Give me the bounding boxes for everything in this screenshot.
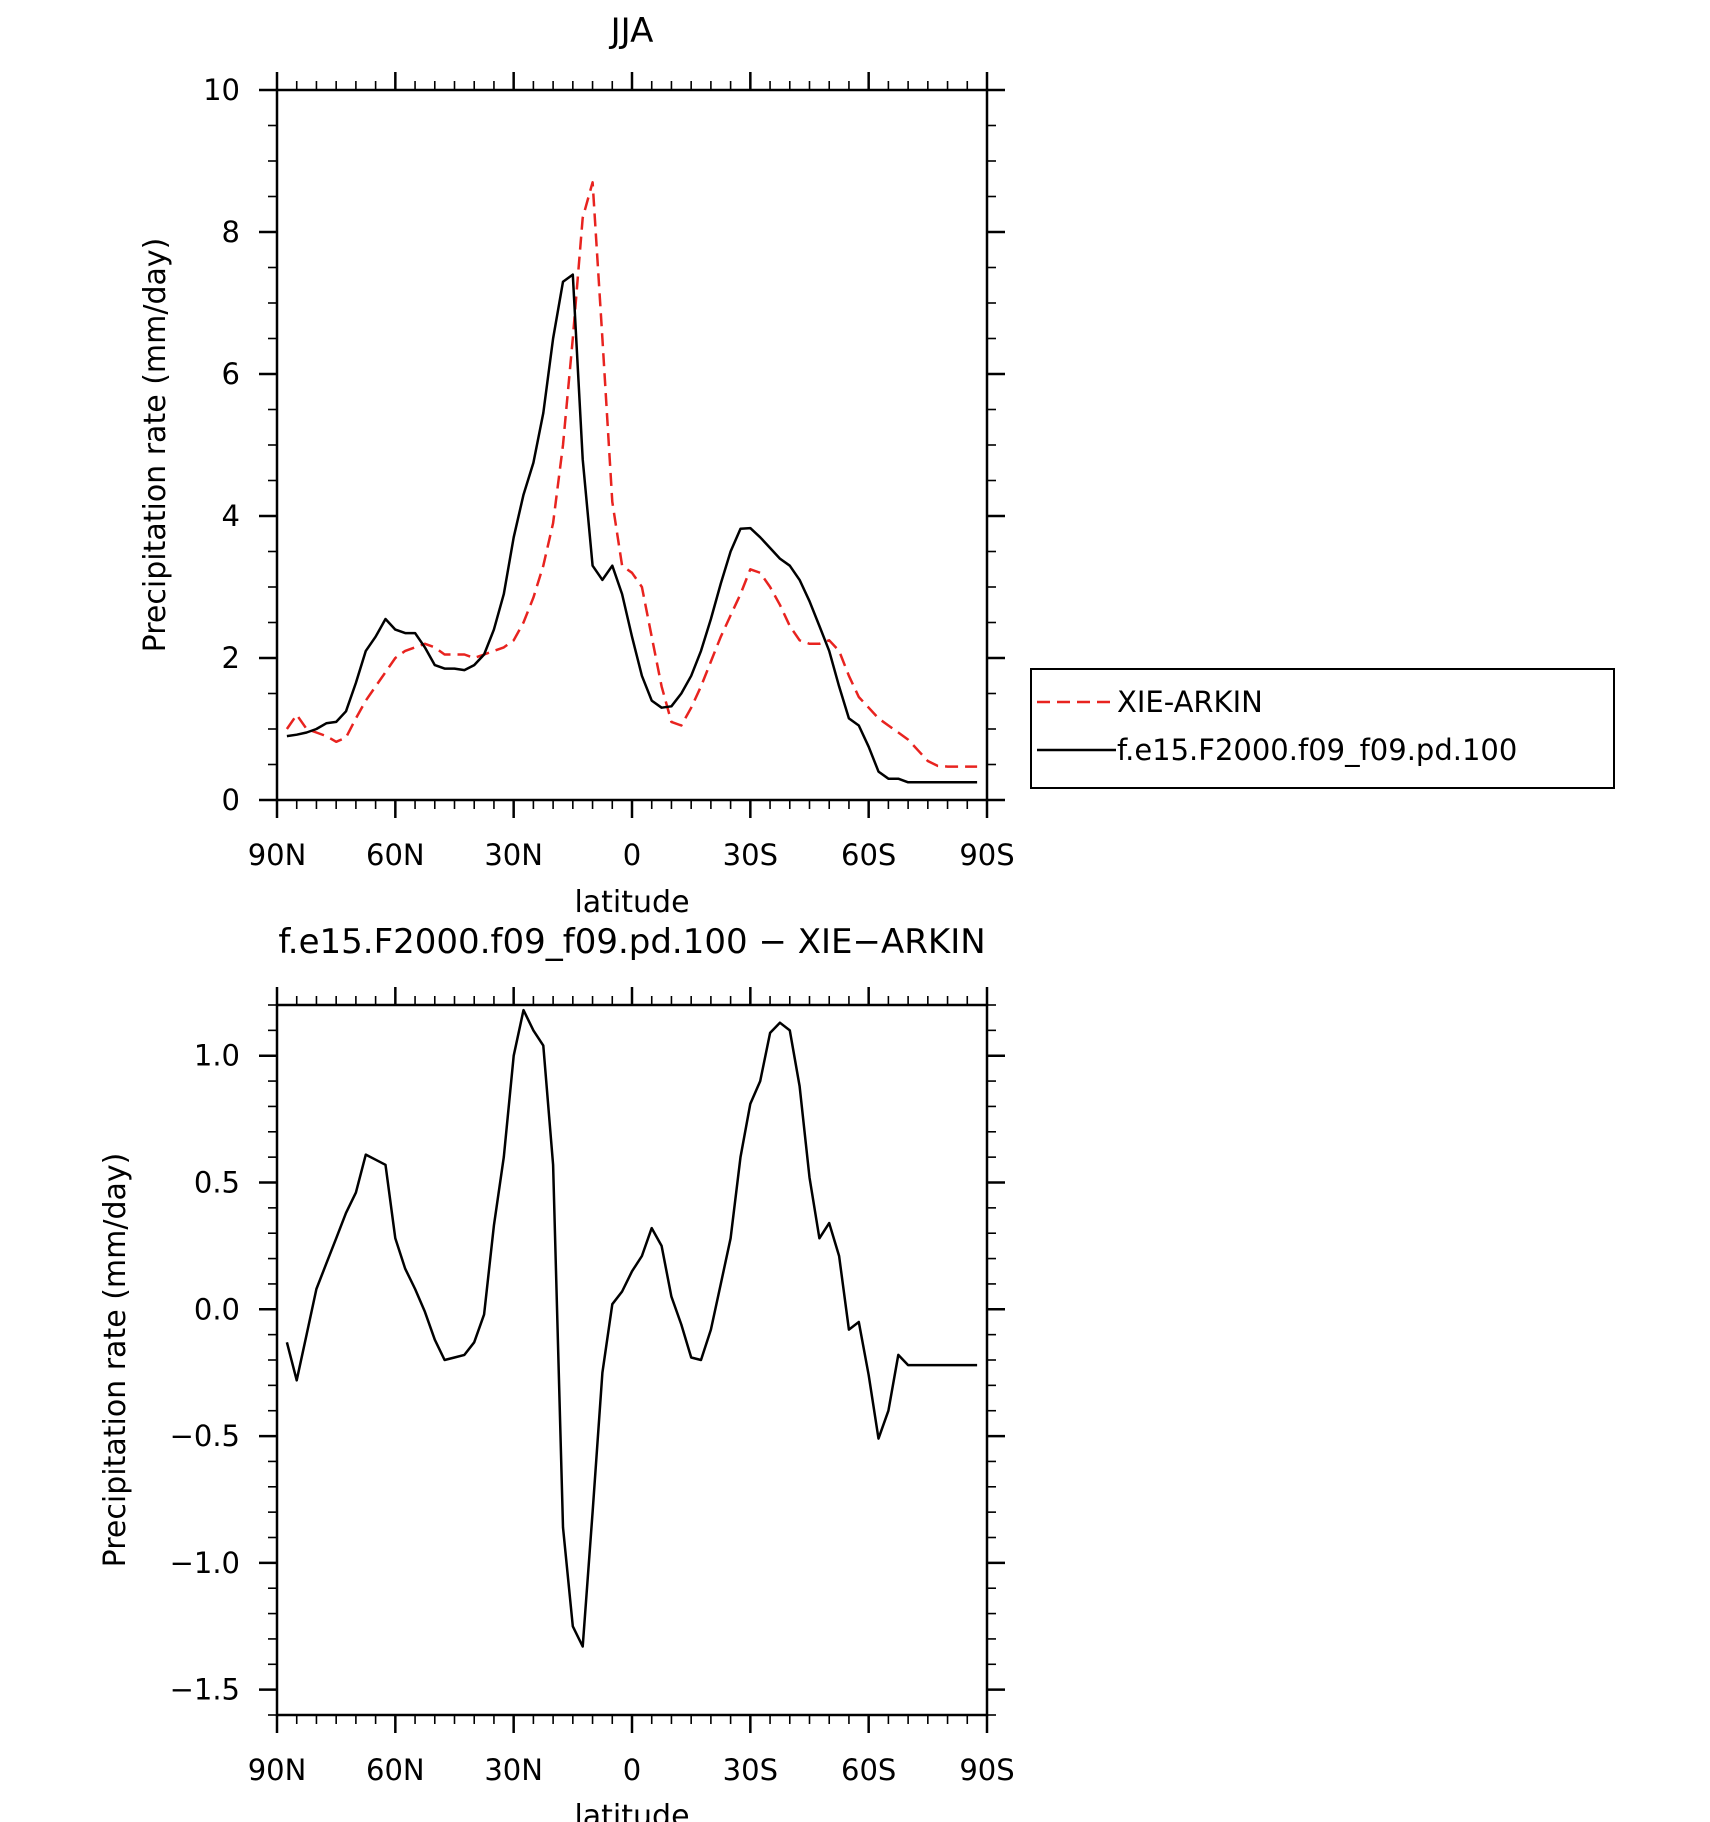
x-tick-label: 30S — [723, 838, 778, 872]
legend-box — [1030, 668, 1615, 789]
x-tick-label: 30N — [484, 838, 543, 872]
plot-frame — [275, 88, 989, 802]
legend: XIE-ARKIN f.e15.F2000.f09_f09.pd.100 — [1030, 668, 1615, 789]
y-axis-label: Precipitation rate (mm/day) — [138, 238, 173, 653]
x-tick-label: 90S — [959, 1753, 1014, 1787]
x-tick-label: 0 — [623, 1753, 641, 1787]
plot-frame — [275, 1003, 989, 1717]
chart-title: JJA — [609, 11, 654, 51]
series-line-1 — [285, 181, 978, 768]
x-axis-label: latitude — [574, 885, 689, 920]
y-tick-label: 0 — [222, 783, 240, 817]
x-tick-label: 90N — [248, 838, 307, 872]
x-tick-label: 60S — [841, 838, 896, 872]
chart-2: f.e15.F2000.f09_f09.pd.100 − XIE−ARKIN −1… — [98, 922, 1015, 1822]
x-axis-label: latitude — [574, 1799, 689, 1822]
y-tick-label: −1.0 — [170, 1546, 240, 1580]
x-tick-label: 30S — [723, 1753, 778, 1787]
y-tick-label: 8 — [222, 215, 240, 249]
x-tick-label: 90N — [248, 1753, 307, 1787]
y-tick-label: 6 — [222, 357, 240, 391]
x-tick-label: 60N — [366, 1753, 425, 1787]
y-tick-label: 0.5 — [194, 1166, 240, 1200]
series-line-1 — [285, 1008, 978, 1648]
y-tick-label: 10 — [203, 73, 240, 107]
y-tick-label: 2 — [222, 641, 240, 675]
legend-label: f.e15.F2000.f09_f09.pd.100 — [1117, 733, 1517, 767]
chart-1: JJA 0 2 4 6 8 10 90N 60N 30N 0 30S 60S 90S latitude Pre… — [138, 11, 1615, 920]
x-tick-label: 60N — [366, 838, 425, 872]
y-tick-label: 0.0 — [194, 1292, 240, 1326]
y-tick-label: −1.5 — [170, 1673, 240, 1707]
legend-label: XIE-ARKIN — [1117, 685, 1263, 719]
chart-title: f.e15.F2000.f09_f09.pd.100 − XIE−ARKIN — [278, 922, 985, 962]
x-tick-label: 90S — [959, 838, 1014, 872]
x-tick-label: 30N — [484, 1753, 543, 1787]
y-tick-label: 4 — [222, 499, 240, 533]
x-tick-label: 60S — [841, 1753, 896, 1787]
y-tick-label: −0.5 — [170, 1419, 240, 1453]
y-axis-label: Precipitation rate (mm/day) — [98, 1153, 133, 1568]
series-line-2 — [286, 273, 978, 784]
y-tick-label: 1.0 — [194, 1039, 240, 1073]
x-tick-label: 0 — [623, 838, 641, 872]
